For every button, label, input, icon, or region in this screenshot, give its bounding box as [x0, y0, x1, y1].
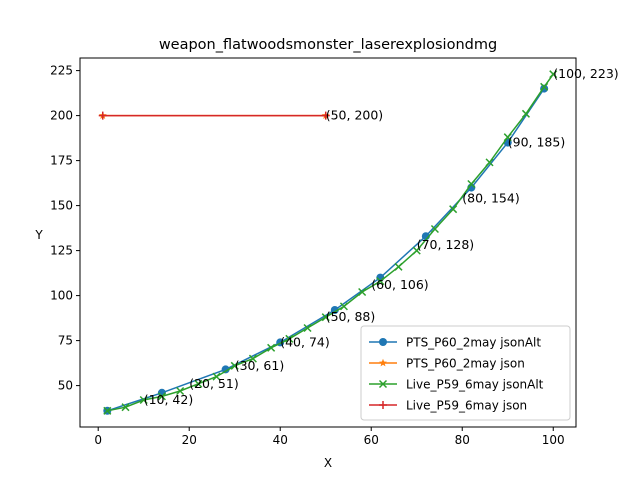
y-tick-label: 150 — [50, 199, 73, 213]
data-label: (90, 185) — [508, 135, 565, 150]
data-point — [376, 277, 385, 286]
data-point — [303, 323, 312, 333]
data-point — [540, 82, 549, 91]
data-point — [285, 334, 294, 343]
legend-entry: Live_P59_6may jsonAlt — [369, 378, 544, 392]
series-line — [107, 88, 545, 412]
data-label: (30, 61) — [235, 358, 285, 373]
data-point — [339, 302, 348, 311]
series-2 — [103, 70, 558, 415]
y-axis-label: Y — [34, 228, 43, 242]
legend-box — [360, 325, 571, 421]
data-point — [485, 158, 494, 167]
legend-entry: PTS_P60_2may json — [369, 357, 525, 371]
axes-frame — [79, 57, 577, 428]
legend-label: Live_P59_6may jsonAlt — [406, 378, 544, 392]
data-point — [212, 372, 221, 381]
data-point — [503, 133, 512, 142]
data-label: (100, 223) — [553, 66, 618, 81]
data-point — [176, 386, 185, 396]
data-label: (70, 128) — [417, 237, 474, 252]
x-tick-label: 0 — [94, 433, 102, 447]
x-axis-label: X — [324, 456, 332, 470]
data-point — [267, 343, 276, 352]
legend-marker — [379, 358, 387, 367]
data-point — [521, 109, 530, 118]
y-tick-label: 225 — [50, 64, 73, 78]
data-point — [358, 287, 367, 297]
data-point — [103, 406, 112, 415]
data-point — [330, 306, 339, 314]
data-point — [248, 354, 257, 363]
data-label: (50, 88) — [326, 309, 376, 324]
x-tick-label: 40 — [273, 433, 288, 447]
data-labels: (10, 42)(20, 51) (30, 61) (40, 74) (50, 88)… — [144, 66, 619, 407]
chart-title: weapon_flatwoodsmonster_laserexplosiondm… — [159, 37, 497, 53]
x-tick-label: 20 — [182, 433, 197, 447]
data-label: (20, 51) — [189, 376, 239, 391]
legend-marker — [379, 401, 387, 409]
plot-area — [98, 70, 558, 415]
data-label: (10, 42) — [144, 392, 194, 407]
data-point — [430, 224, 439, 234]
x-tick-label: 80 — [455, 433, 470, 447]
x-tick-label: 100 — [542, 433, 565, 447]
data-point — [121, 403, 130, 412]
data-point — [157, 392, 166, 401]
y-tick-label: 125 — [50, 244, 73, 258]
y-axis: 50 75 100 125 150 175 200 225 — [50, 64, 80, 393]
x-tick-label: 60 — [364, 433, 379, 447]
y-tick-label: 175 — [50, 154, 73, 168]
data-point — [98, 111, 107, 120]
legend-label: PTS_P60_2may jsonAlt — [406, 336, 541, 350]
data-label: (60, 106) — [371, 277, 428, 292]
data-point — [139, 395, 148, 405]
y-tick-label: 100 — [50, 289, 73, 303]
data-label: (40, 74) — [280, 334, 330, 349]
legend-marker — [379, 338, 387, 346]
data-point — [194, 379, 203, 388]
legend-entry: Live_P59_6may json — [369, 399, 527, 413]
legend-label: Live_P59_6may json — [406, 399, 527, 413]
series-3 — [98, 111, 330, 120]
data-point — [394, 262, 403, 271]
y-tick-label: 200 — [50, 109, 73, 123]
data-point — [321, 111, 330, 120]
legend-entry: PTS_P60_2may jsonAlt — [369, 336, 541, 350]
legend-marker — [378, 379, 388, 389]
x-axis: 0 20 40 60 80 100 — [94, 427, 565, 447]
data-point — [230, 361, 239, 370]
data-point — [449, 205, 458, 214]
data-label: (50, 200) — [326, 108, 383, 123]
y-tick-label: 50 — [58, 379, 73, 393]
data-point — [321, 313, 330, 322]
y-tick-label: 75 — [58, 334, 73, 348]
legend: PTS_P60_2may jsonAlt PTS_P60_2may json Liv… — [360, 325, 571, 421]
legend-label: PTS_P60_2may json — [406, 357, 525, 371]
data-point — [467, 179, 476, 189]
data-point — [221, 365, 230, 374]
data-point — [412, 246, 421, 255]
data-label: (80, 154) — [462, 190, 519, 205]
data-point — [549, 70, 558, 79]
